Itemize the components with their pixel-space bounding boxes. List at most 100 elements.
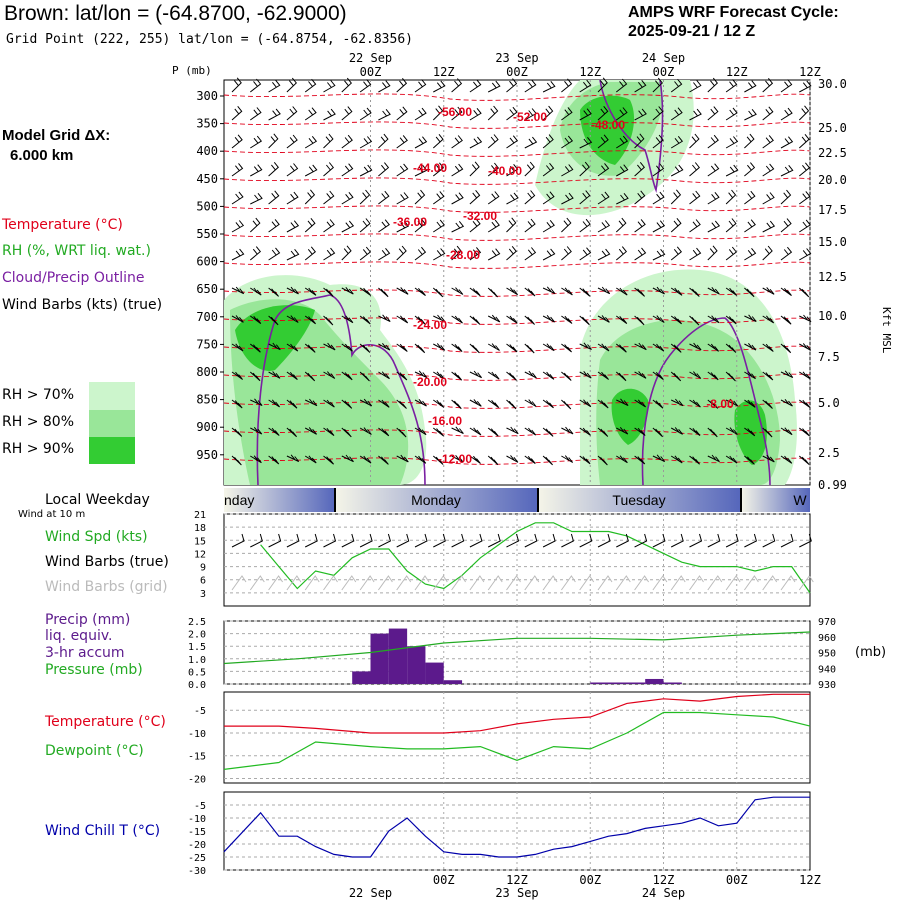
temp-ytick-label: -20	[188, 774, 206, 785]
wind-barb	[725, 427, 738, 435]
wind-barb	[323, 399, 335, 408]
wind-barb	[798, 427, 810, 437]
wind-barb	[689, 399, 701, 408]
wind-barb	[487, 162, 500, 177]
top-tick-label: 00Z	[653, 65, 675, 79]
wind-barb	[469, 427, 482, 436]
wind-barb	[286, 399, 298, 409]
wind-barb	[323, 133, 334, 149]
wind-barb	[542, 343, 555, 352]
wind-barb	[799, 191, 811, 205]
forecast-cycle: AMPS WRF Forecast Cycle: 2025-09-21 / 12…	[628, 3, 839, 41]
wind-barb	[341, 427, 352, 438]
wind-barb	[762, 135, 774, 149]
wind-barb	[323, 371, 336, 379]
wind-barb	[542, 162, 555, 177]
wind-barb	[561, 371, 572, 381]
weekday-segment	[335, 488, 538, 512]
wind-barb	[286, 343, 299, 352]
wind-barb	[341, 454, 354, 463]
precip-ytick-label: 0.5	[188, 667, 206, 678]
grid-wind-barb	[469, 575, 485, 591]
wind-barb	[616, 398, 629, 406]
wind-barb	[561, 455, 574, 463]
surface-wind-barb	[451, 533, 465, 548]
wind-barb	[341, 134, 353, 149]
wind-barb	[799, 399, 811, 408]
wind-barb	[433, 248, 446, 261]
legend-local-weekday: Local Weekday	[45, 492, 150, 508]
kft-tick-label: 15.0	[818, 235, 847, 249]
wind-barb	[286, 286, 299, 295]
grid-wind-barb	[524, 575, 540, 591]
wind-barb	[323, 219, 335, 233]
wind-barb	[487, 314, 501, 323]
grid-wind-barb	[707, 575, 723, 591]
wind-barb	[378, 287, 389, 298]
grid-wind-barb	[743, 575, 759, 591]
wind-barb	[744, 371, 756, 380]
legend-pressure: Pressure (mb)	[45, 662, 143, 678]
wind-barb	[616, 135, 629, 149]
kft-tick-label: 0.99	[818, 478, 847, 492]
wind-barb	[689, 287, 700, 297]
wind-barb	[762, 106, 774, 121]
wind-barb	[359, 371, 370, 382]
wind-barb	[506, 455, 519, 463]
wind-barb	[524, 370, 537, 379]
wind-barb	[432, 427, 444, 437]
wind-ytick-label: 18	[194, 523, 206, 534]
wind-barb	[744, 287, 755, 298]
precip-ytick-label: 1.0	[188, 655, 206, 666]
wind-barb	[359, 164, 373, 177]
wind-barb	[725, 398, 739, 407]
legend-cloud: Cloud/Precip Outline	[2, 270, 145, 286]
grid-wind-barb	[560, 575, 576, 591]
wind-barb	[231, 105, 243, 121]
wind-barb	[689, 108, 702, 121]
wind-barb	[506, 371, 517, 381]
wind-barb	[670, 164, 684, 177]
wind-barb	[579, 136, 593, 149]
wind-barb	[323, 315, 334, 326]
wind-barb	[506, 343, 518, 353]
top-tick-label: 00Z	[506, 65, 528, 79]
legend-rh: RH (%, WRT liq. wat.)	[2, 243, 151, 259]
isotherm-line	[223, 233, 811, 241]
wind-barb	[561, 192, 574, 205]
grid-wind-barb	[377, 575, 393, 591]
wind-barb	[707, 245, 718, 261]
wind-barb	[634, 342, 647, 351]
wind-barb	[579, 399, 592, 408]
grid-point-label: Grid Point (222, 255) lat/lon = (-64.875…	[6, 32, 413, 47]
wind-barb	[451, 426, 464, 434]
wind-barb	[597, 248, 611, 261]
wind-barb	[487, 105, 499, 121]
wind-barb	[304, 78, 317, 93]
grid-wind-barb	[725, 575, 741, 591]
wind-barb	[780, 343, 792, 354]
wind-barb	[579, 287, 591, 297]
wind-barb	[524, 190, 536, 205]
wind-barb	[451, 106, 463, 121]
top-tick-label: 00Z	[360, 65, 382, 79]
wind-barb	[670, 455, 683, 464]
wind-barb	[396, 220, 410, 233]
surface-wind-barb	[304, 533, 318, 548]
rh70-swatch	[89, 382, 135, 410]
wind-barb	[268, 133, 279, 149]
precip-bar	[388, 628, 408, 684]
wind-barb	[670, 135, 684, 149]
surface-wind-barb	[268, 533, 282, 548]
wind-barb	[341, 315, 354, 324]
wind-barb	[799, 248, 812, 261]
surface-wind-barb	[780, 533, 794, 548]
wind-barb	[579, 108, 592, 121]
wind-barb	[707, 134, 719, 149]
wind-ytick-label: 3	[200, 589, 206, 600]
wind-barb	[725, 79, 738, 93]
temp-ytick-label: -5	[194, 706, 206, 717]
wind-barb	[414, 370, 428, 378]
wind-barb	[487, 343, 500, 351]
wind-barb	[780, 164, 794, 177]
